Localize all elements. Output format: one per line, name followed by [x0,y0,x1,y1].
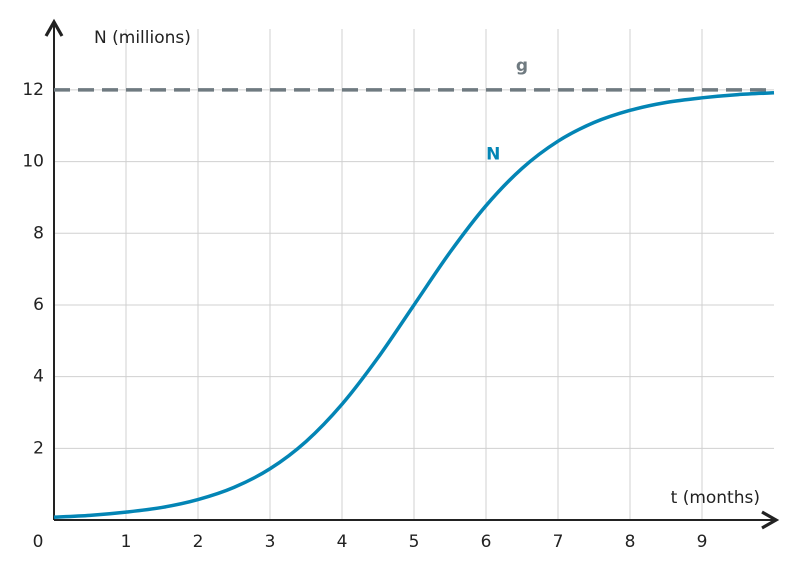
x-tick-label: 5 [409,532,420,552]
x-tick-label: 9 [697,532,708,552]
y-tick-label: 2 [33,438,44,458]
asymptote-label: g [516,56,528,76]
x-tick-label: 2 [193,532,204,552]
y-axis-label: N (millions) [94,28,191,48]
x-tick-label: 3 [265,532,276,552]
y-tick-label: 8 [33,223,44,243]
y-tick-label: 4 [33,367,44,387]
x-tick-label: 1 [121,532,132,552]
x-tick-label: 8 [625,532,636,552]
curve [53,91,775,519]
y-tick-label: 10 [22,152,44,172]
y-tick-label: 6 [33,295,44,315]
x-tick-label: 0 [33,532,44,552]
x-tick-label: 6 [481,532,492,552]
x-tick-label: 4 [337,532,348,552]
y-tick-label: 12 [22,80,44,100]
x-axis-label: t (months) [671,488,760,508]
curve-label: N [486,144,500,164]
x-tick-label: 7 [553,532,564,552]
